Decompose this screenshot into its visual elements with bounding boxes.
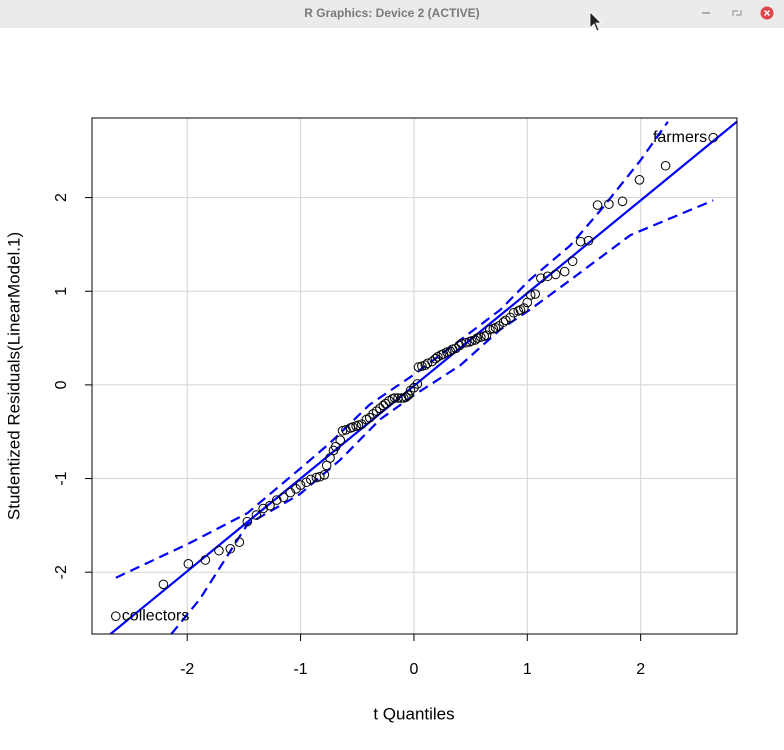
point: [242, 516, 253, 527]
point: [341, 425, 351, 435]
point: [396, 393, 407, 403]
point: [422, 358, 433, 369]
plot-frame: [91, 117, 738, 635]
y-tick-label: -2: [53, 565, 70, 579]
point: [200, 555, 211, 565]
point: [530, 289, 541, 299]
point: [427, 356, 437, 367]
x-tick-label: -2: [180, 661, 194, 678]
point: [335, 435, 346, 445]
point: [295, 480, 306, 490]
point: [225, 543, 236, 554]
x-tick-label: 1: [523, 661, 532, 678]
point: [271, 495, 282, 505]
point: [451, 343, 461, 354]
point: [403, 390, 414, 400]
point: [604, 199, 614, 209]
window-title: R Graphics: Device 2 (ACTIVE): [304, 6, 479, 20]
envelope-upper: [115, 121, 669, 579]
y-tick-label: 1: [53, 287, 70, 296]
point: [111, 611, 121, 622]
envelope-lower: [170, 199, 714, 634]
point: [567, 256, 578, 267]
point: [251, 510, 262, 520]
point-annotation: farmers: [653, 129, 707, 146]
point: [708, 132, 718, 143]
point: [559, 266, 570, 277]
point: [525, 290, 536, 300]
y-axis-label: Studentized Residuals(LinearModel.1): [4, 232, 23, 520]
point: [405, 385, 416, 396]
point: [158, 579, 169, 590]
point: [550, 269, 561, 280]
point: [315, 471, 325, 482]
point: [445, 346, 456, 356]
title-bar: [0, 0, 784, 28]
point: [371, 406, 382, 416]
x-tick-label: -1: [293, 661, 307, 678]
axes: -2 -1 0 1 2 -2 -1 0 1 2: [53, 193, 645, 678]
point: [583, 235, 594, 246]
y-tick-label: 0: [53, 380, 70, 389]
maximize-button[interactable]: [732, 10, 742, 16]
plot-area: [108, 120, 737, 634]
point: [234, 537, 245, 548]
point: [617, 196, 628, 207]
point: [368, 409, 378, 419]
point: [183, 558, 194, 569]
point: [258, 503, 268, 514]
grid: [92, 118, 737, 634]
point: [634, 175, 645, 185]
fit-line: [108, 120, 737, 634]
mouse-cursor: [589, 11, 602, 32]
y-tick-label: -1: [53, 471, 70, 485]
close-button[interactable]: [760, 6, 774, 20]
point: [401, 392, 411, 402]
point: [575, 236, 586, 247]
point: [592, 200, 603, 210]
point: [481, 330, 492, 341]
x-axis-label: t Quantiles: [373, 704, 454, 723]
point: [380, 398, 391, 409]
point: [498, 317, 509, 327]
point-annotation: collectors: [122, 607, 190, 624]
point: [378, 400, 389, 411]
point: [536, 273, 546, 283]
y-tick-label: 2: [53, 193, 70, 202]
x-tick-label: 0: [409, 661, 418, 678]
point: [214, 545, 224, 556]
point: [319, 469, 330, 480]
point: [508, 307, 519, 318]
point: [660, 160, 671, 171]
point: [393, 393, 403, 403]
point: [330, 441, 341, 452]
point: [375, 403, 385, 414]
point: [454, 340, 465, 351]
point: [278, 492, 289, 503]
point: [470, 335, 480, 345]
x-tick-label: 2: [636, 661, 645, 678]
point: [305, 474, 316, 485]
point: [265, 500, 275, 511]
point: [519, 303, 529, 313]
point: [412, 379, 423, 389]
